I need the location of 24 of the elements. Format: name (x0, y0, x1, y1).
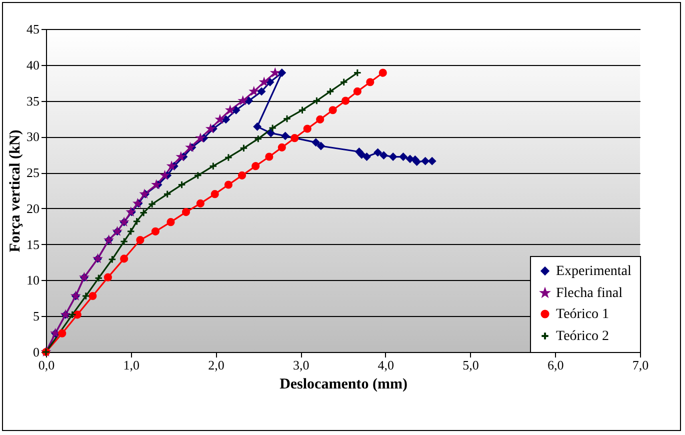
legend-label: Flecha final (556, 286, 623, 301)
legend-label: Teórico 1 (556, 307, 610, 322)
y-axis-title: Força vertical (kN) (8, 130, 24, 252)
x-axis-title: Deslocamento (mm) (280, 376, 408, 392)
y-tick-label: 45 (26, 22, 40, 36)
legend-label: Experimental (556, 264, 632, 279)
y-tick-label: 25 (26, 165, 40, 180)
x-tick-label: 1,0 (123, 358, 140, 372)
y-tick-label: 10 (26, 272, 40, 288)
y-tick-label: 0 (33, 344, 40, 360)
x-tick-label: 0,0 (38, 358, 55, 372)
y-tick-label: 40 (26, 57, 40, 72)
x-tick-label: 2,0 (208, 358, 224, 372)
y-tick-label: 15 (26, 236, 40, 252)
x-tick-label: 4,0 (378, 358, 394, 372)
x-tick-label: 3,0 (292, 358, 310, 372)
y-tick-label: 35 (26, 93, 40, 108)
y-tick-label: 5 (33, 308, 40, 324)
y-tick-label: 30 (26, 129, 40, 144)
legend-label: Teórico 2 (556, 329, 610, 344)
x-tick-label: 5,0 (462, 358, 479, 372)
y-tick-label: 20 (26, 200, 40, 216)
x-tick-label: 7,0 (632, 358, 649, 372)
x-tick-label: 6,0 (548, 358, 564, 372)
